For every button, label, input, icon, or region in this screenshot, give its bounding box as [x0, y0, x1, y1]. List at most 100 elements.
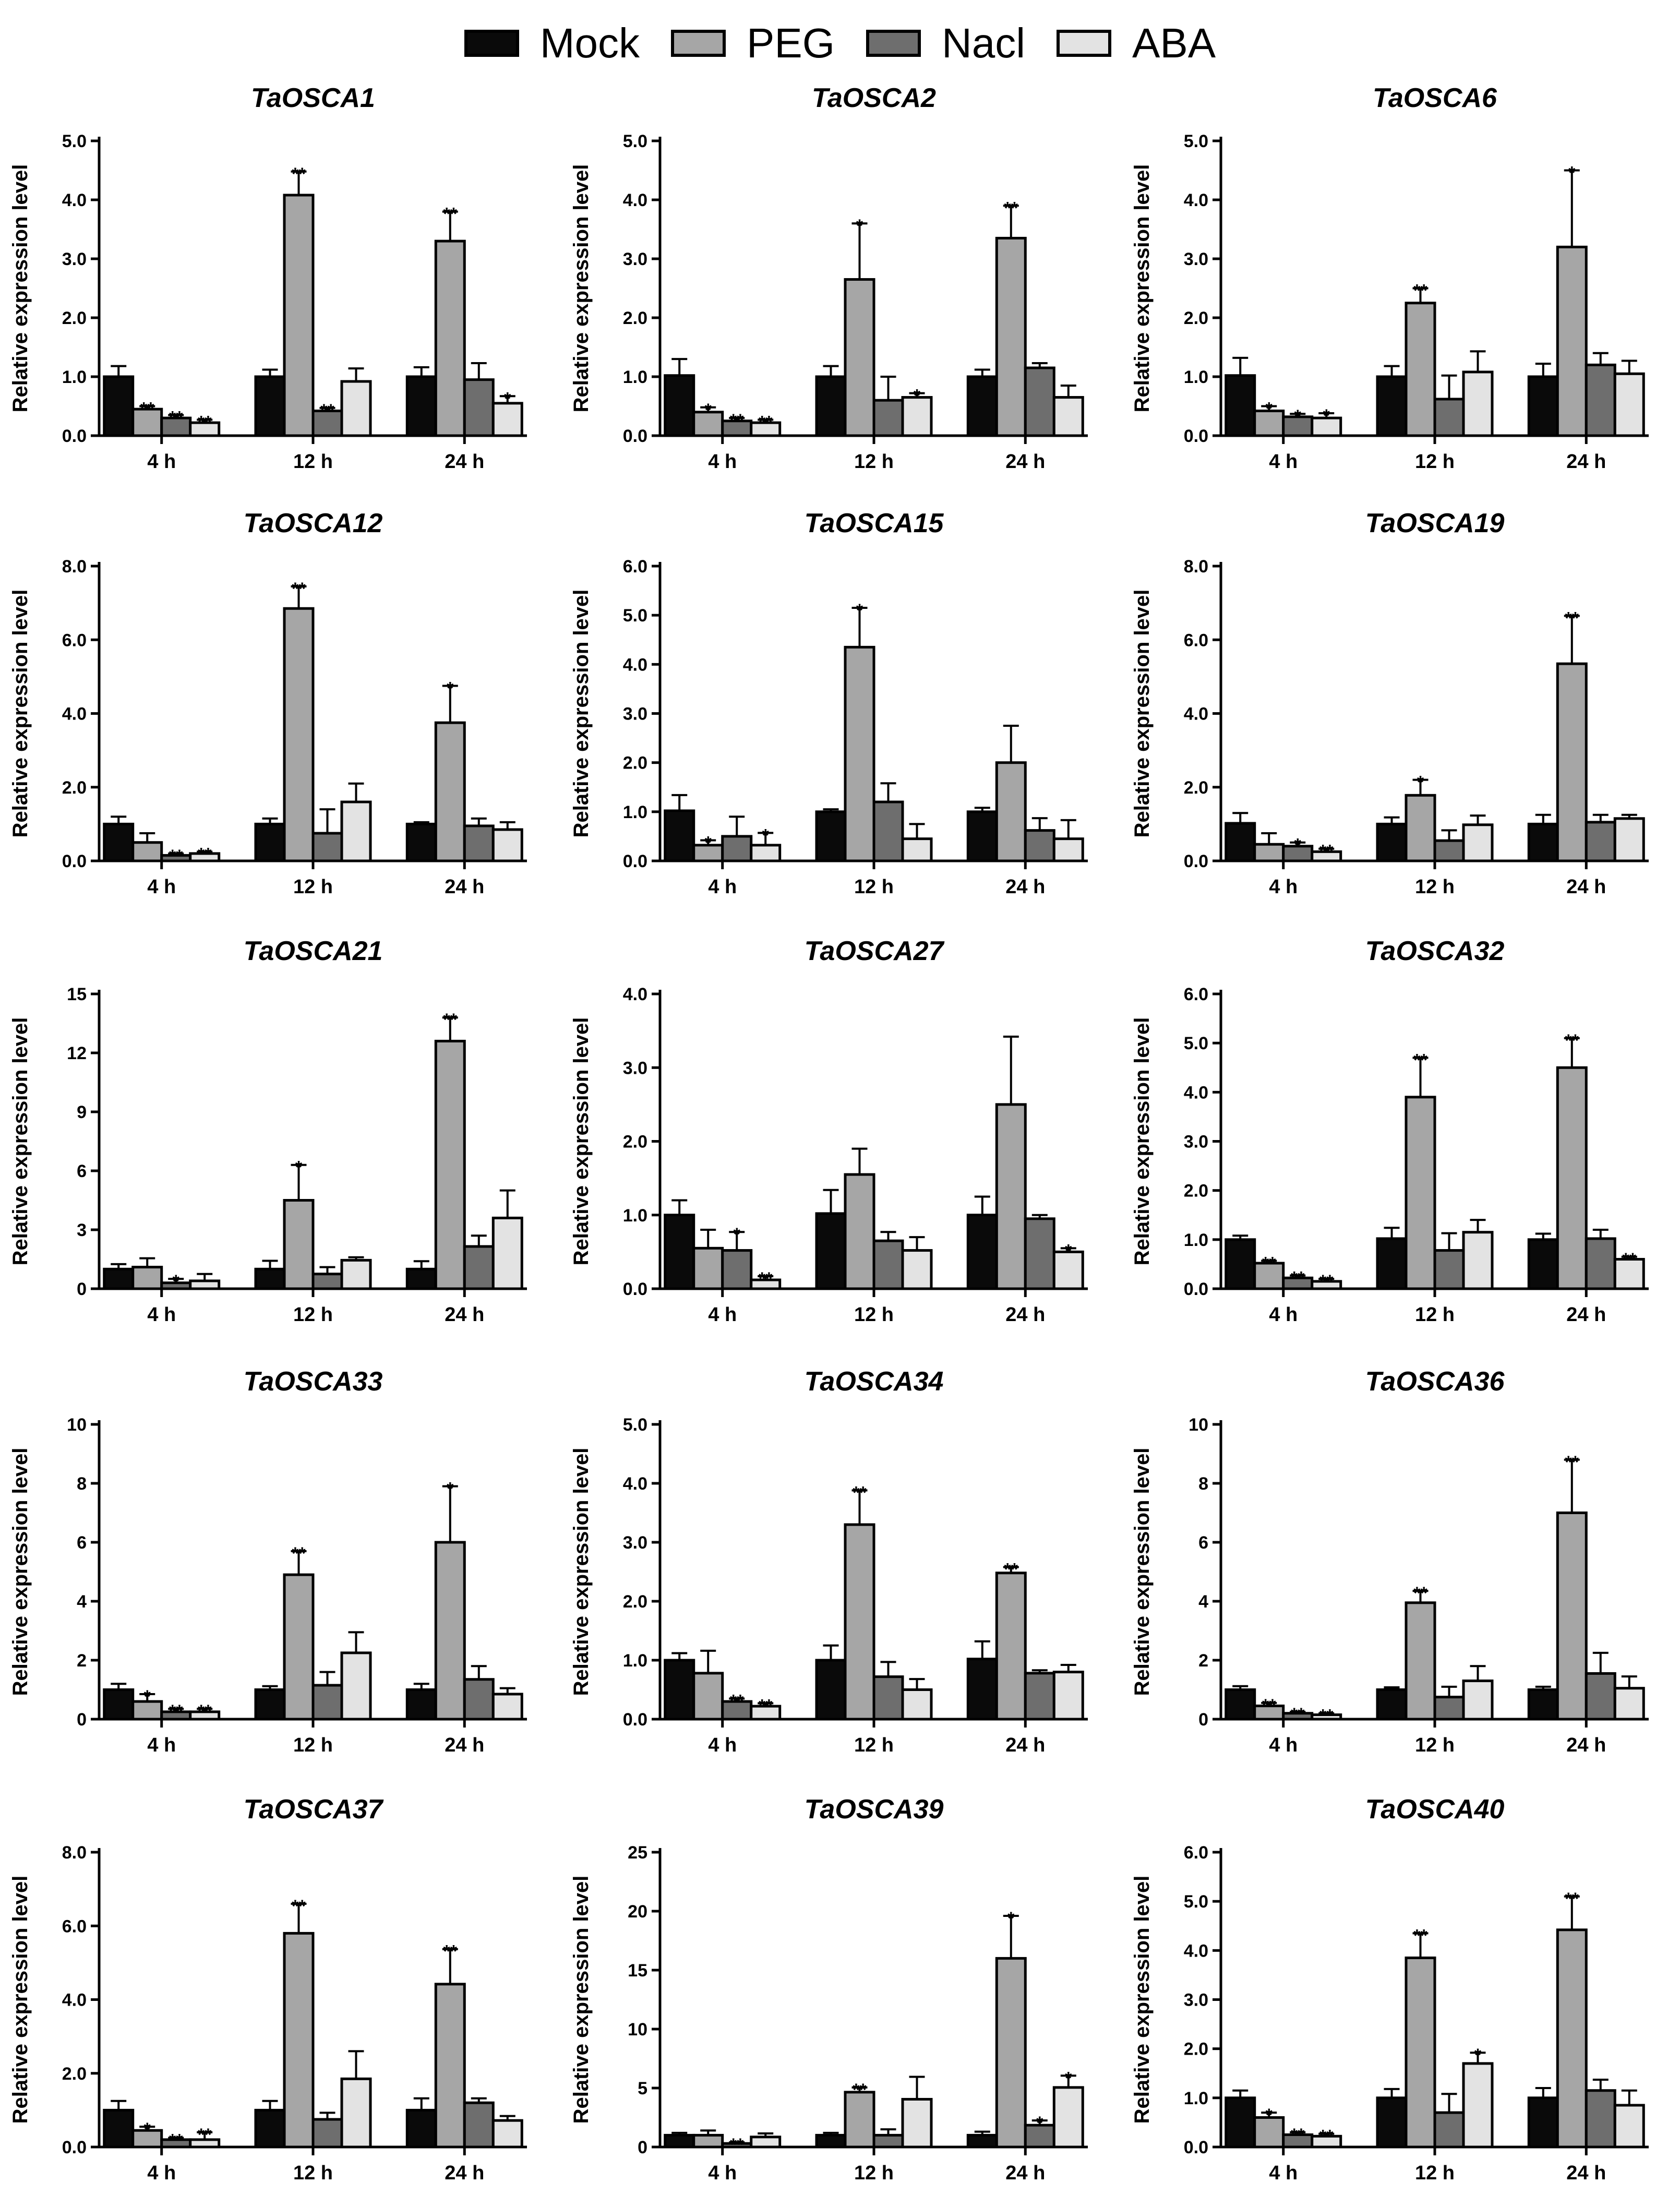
- significance-label: **: [198, 1701, 212, 1721]
- x-tick-label: 24 h: [1566, 2162, 1606, 2184]
- legend-item-nacl: Nacl: [866, 19, 1025, 67]
- x-tick-label: 24 h: [1005, 451, 1045, 473]
- y-tick-label: 2.0: [623, 753, 647, 773]
- y-tick-label: 8: [77, 1474, 87, 1494]
- chart-title: TaOSCA33: [244, 1366, 383, 1397]
- x-tick-label: 24 h: [445, 1734, 484, 1756]
- bar-nacl-24h: [463, 824, 495, 862]
- bar-chart-taosca39: TaOSCA39 Relative expression level 0 5 10 15 2…: [570, 1794, 1088, 2184]
- y-tick-label: 0: [77, 1710, 87, 1730]
- bar-nacl-4h: [721, 1249, 753, 1290]
- x-tick-label: 12 h: [1415, 876, 1455, 898]
- bar-nacl-24h: [1585, 1237, 1616, 1290]
- chart-title: TaOSCA6: [1373, 83, 1497, 113]
- bar-mock-24h: [1527, 822, 1559, 862]
- y-tick-label: 0.0: [1184, 851, 1208, 871]
- y-tick-label: 25: [628, 1843, 647, 1863]
- significance-label: *: [144, 1687, 151, 1707]
- bar-nacl-4h: [721, 419, 753, 437]
- bar-nacl-12h: [311, 832, 343, 862]
- bar-peg-4h: [1253, 2116, 1285, 2149]
- y-tick-label: 4.0: [62, 190, 87, 210]
- legend-swatch-nacl: [866, 30, 921, 57]
- chart-title: TaOSCA36: [1365, 1366, 1505, 1397]
- bar-peg-12h: [844, 1523, 875, 1721]
- x-tick-label: 4 h: [708, 1304, 737, 1326]
- bar-nacl-24h: [463, 1678, 495, 1721]
- x-tick-label: 4 h: [708, 451, 737, 473]
- x-tick-label: 4 h: [1269, 1734, 1298, 1756]
- y-tick-label: 4.0: [1184, 190, 1208, 210]
- significance-label: **: [1413, 1584, 1427, 1603]
- y-tick-label: 1.0: [1184, 2089, 1208, 2108]
- bar-mock-24h: [405, 1267, 437, 1290]
- bar-chart-taosca32: TaOSCA32 Relative expression level 0.0 1.0 2…: [1131, 936, 1649, 1326]
- bar-peg-12h: [283, 1573, 315, 1721]
- y-tick-label: 0.0: [1184, 1279, 1208, 1299]
- bar-mock-12h: [1376, 2096, 1408, 2149]
- bar-mock-12h: [815, 375, 847, 437]
- significance-label: *: [1417, 773, 1424, 793]
- y-tick-label: 0.0: [623, 1710, 647, 1730]
- significance-label: *: [173, 1272, 180, 1291]
- y-tick-label: 5.0: [62, 131, 87, 151]
- chart-title: TaOSCA27: [805, 936, 945, 966]
- significance-label: **: [320, 401, 334, 421]
- bar-peg-24h: [995, 1103, 1027, 1290]
- bar-chart-taosca37: TaOSCA37 Relative expression level 0.0 2.0 4…: [9, 1794, 527, 2184]
- y-tick-label: 2: [1198, 1651, 1208, 1671]
- bar-mock-4h: [1225, 822, 1256, 862]
- bar-aba-24h: [491, 1216, 523, 1290]
- bar-nacl-12h: [311, 2118, 343, 2149]
- bar-peg-4h: [692, 1246, 724, 1290]
- bar-peg-12h: [1405, 1956, 1436, 2149]
- chart-title: TaOSCA2: [812, 83, 936, 113]
- x-tick-label: 4 h: [708, 2162, 737, 2184]
- y-tick-label: 4.0: [623, 985, 647, 1004]
- bar-mock-12h: [815, 810, 847, 862]
- y-tick-label: 5.0: [1184, 1892, 1208, 1912]
- bar-aba-12h: [1462, 370, 1494, 437]
- bar-aba-24h: [1613, 817, 1645, 862]
- chart-title: TaOSCA37: [244, 1794, 384, 1825]
- bar-mock-12h: [254, 1267, 286, 1290]
- bar-peg-12h: [1405, 1601, 1436, 1721]
- significance-label: **: [292, 579, 306, 599]
- bar-aba-24h: [1613, 372, 1645, 437]
- chart-title: TaOSCA1: [251, 83, 375, 113]
- significance-label: **: [169, 2130, 183, 2150]
- bar-aba-12h: [901, 837, 933, 862]
- bar-mock-12h: [815, 2133, 847, 2149]
- x-tick-label: 24 h: [445, 1304, 484, 1326]
- y-tick-label: 2.0: [623, 1592, 647, 1612]
- bar-peg-24h: [1556, 1512, 1588, 1721]
- bar-mock-12h: [254, 375, 286, 437]
- x-tick-label: 4 h: [1269, 1304, 1298, 1326]
- bar-mock-12h: [254, 1688, 286, 1721]
- significance-label: **: [292, 164, 306, 184]
- significance-label: **: [1291, 1268, 1305, 1288]
- bar-nacl-12h: [1433, 1696, 1465, 1721]
- bar-mock-4h: [664, 374, 695, 437]
- significance-label: **: [730, 1691, 744, 1711]
- bar-mock-12h: [254, 822, 286, 862]
- bar-aba-12h: [1462, 823, 1494, 862]
- bar-peg-24h: [1556, 245, 1588, 437]
- y-tick-label: 1.0: [623, 367, 647, 387]
- bar-nacl-24h: [1024, 366, 1055, 437]
- y-tick-label: 1.0: [623, 802, 647, 822]
- significance-label: *: [1294, 835, 1302, 855]
- significance-label: **: [1319, 842, 1334, 861]
- y-tick-label: 2.0: [62, 2064, 87, 2084]
- bar-mock-4h: [103, 1688, 135, 1721]
- bar-nacl-12h: [311, 1684, 343, 1721]
- y-tick-label: 8.0: [62, 1843, 87, 1863]
- bar-mock-4h: [103, 1267, 135, 1290]
- y-axis-label: Relative expression level: [570, 1448, 593, 1696]
- bar-nacl-24h: [463, 378, 495, 437]
- significance-label: *: [705, 400, 712, 420]
- bar-mock-24h: [1527, 1238, 1559, 1290]
- bar-chart-taosca1: TaOSCA1 Relative expression level 0.0 1.0 2.…: [9, 83, 527, 473]
- bar-aba-24h: [1052, 837, 1084, 862]
- significance-label: *: [856, 601, 863, 620]
